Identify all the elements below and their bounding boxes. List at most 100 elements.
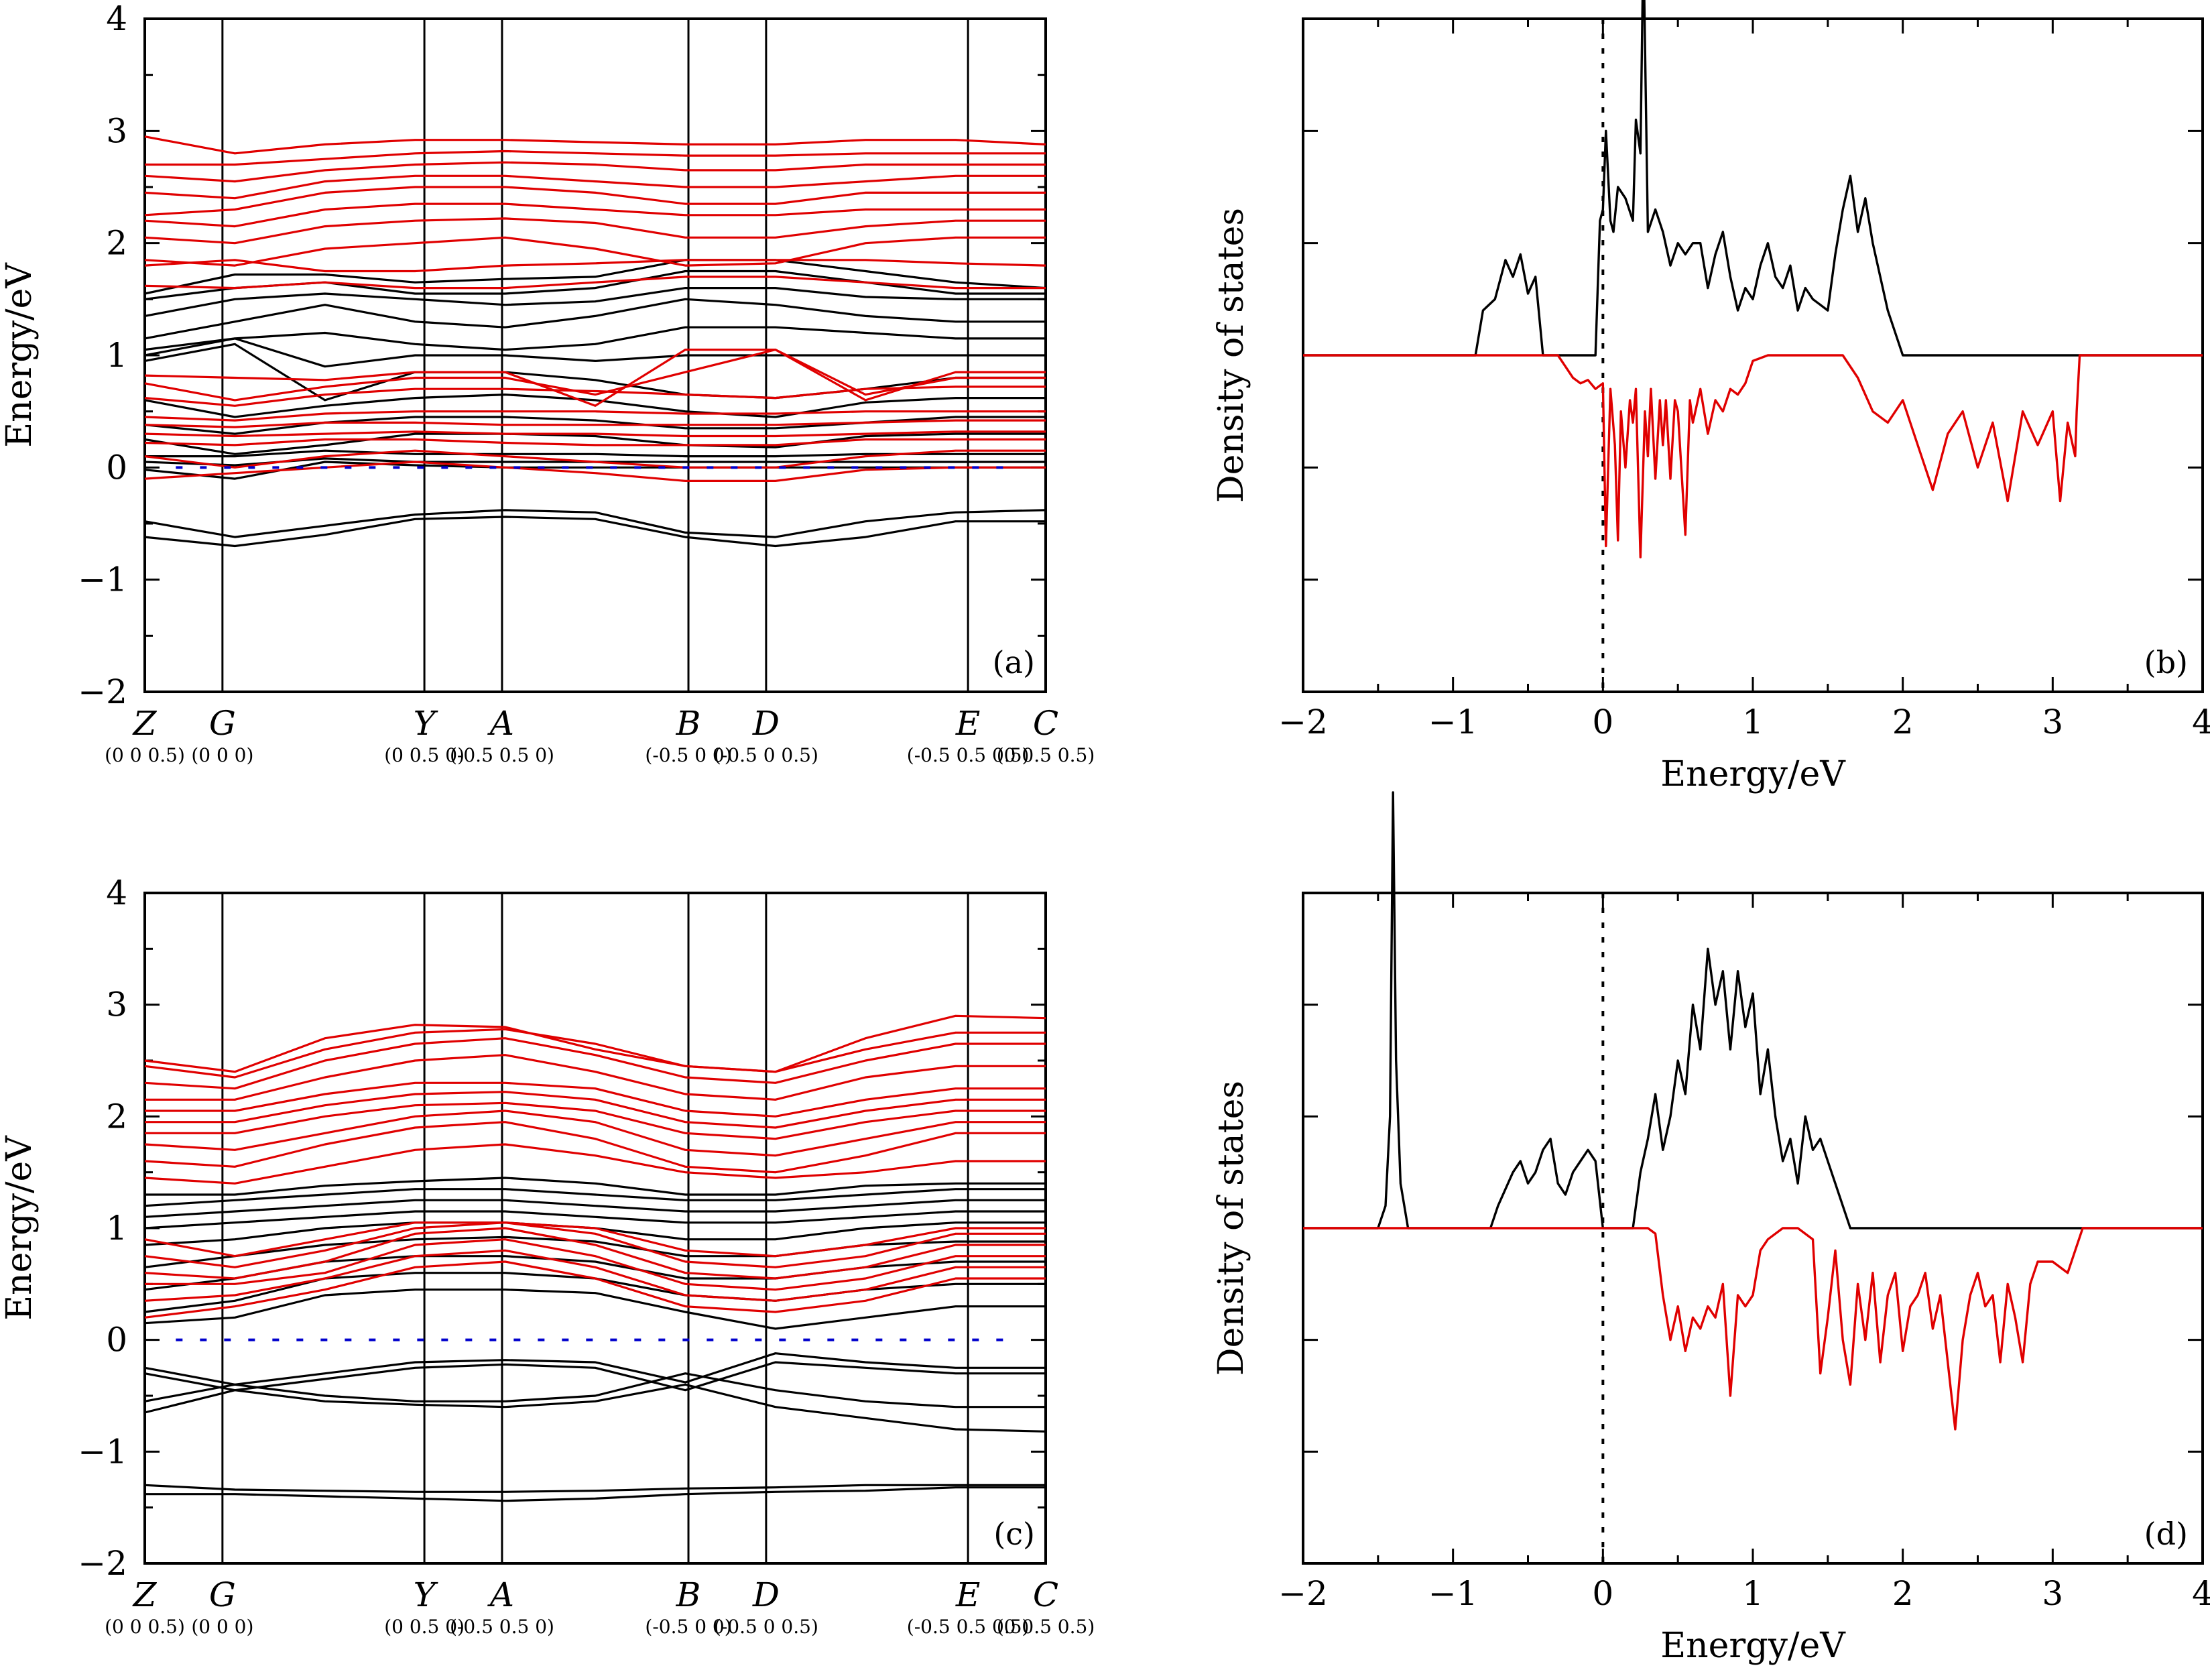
x-tick-label: −1 [1428,1574,1478,1613]
kpoint-label: A [487,1575,514,1614]
y-tick-label: −2 [78,1544,127,1583]
kpoint-coord: (0 0 0.5) [105,1616,185,1638]
y-tick-label: 0 [106,448,127,487]
y-axis-label: Density of states [1211,1081,1251,1376]
spin-up-band [144,217,1046,245]
spin-up-band [144,1227,1046,1280]
kpoint-label: B [676,1575,701,1614]
kpoint-label: B [676,704,701,743]
kpoint-coord: (-0.5 0 0) [645,1616,731,1638]
y-tick-label: 4 [106,874,127,912]
x-tick-label: 1 [1742,1574,1764,1613]
kpoint-label: Z [132,704,158,743]
kpoint-label: Y [414,704,438,743]
y-tick-label: 0 [106,1321,127,1360]
spin-up-band [144,186,1046,217]
kpoint-label: E [955,704,981,743]
kpoint-coord: (-0.5 0 0) [645,744,731,766]
spin-up-band [144,1121,1046,1174]
spin-down-band [144,1255,1046,1291]
kpoint-coord: (-0.5 0.5 0) [450,1616,554,1638]
spin-down-band [144,393,1046,418]
spin-down-band [144,509,1046,538]
spin-up-band [144,449,1046,469]
spin-down-band [144,1288,1046,1330]
x-tick-label: 0 [1592,703,1613,741]
kpoint-coord: (0 0 0) [191,1616,253,1638]
y-tick-label: −1 [78,560,127,599]
spin-up-band [144,1221,1046,1258]
spin-up-band [144,1143,1046,1185]
spin-up-band [144,1249,1046,1302]
y-tick-label: 1 [106,1209,127,1248]
kpoint-coord: (0 0.5 0.5) [997,744,1095,766]
y-axis-label: Density of states [1211,208,1251,503]
kpoint-label: C [1033,704,1058,743]
spin-up-band [144,135,1046,155]
spin-down-band [144,461,1046,480]
kpoint-coord: (-0.5 0.5 0.5) [907,1616,1030,1638]
spin-down-band [144,416,1046,435]
y-tick-label: 1 [106,336,127,375]
x-tick-label: 4 [2192,703,2210,741]
panel-label: (b) [2144,644,2188,680]
x-tick-label: 2 [1892,1574,1914,1613]
y-tick-label: −2 [78,672,127,711]
spin-up-band [144,1028,1046,1079]
spin-down-band [144,1484,1046,1493]
spin-down-band [144,1188,1046,1207]
spin-up-band [144,1221,1046,1268]
kpoint-label: E [955,1575,981,1614]
kpoint-label: D [752,1575,780,1614]
y-tick-label: 3 [106,985,127,1024]
x-tick-label: 2 [1892,703,1914,741]
x-tick-label: −2 [1278,1574,1328,1613]
panel-label: (c) [993,1516,1035,1552]
spin-up-band [144,1037,1046,1090]
kpoint-coord: (-0.5 0.5 0) [450,744,554,766]
spin-down-band [144,1352,1046,1386]
panel-label: (a) [993,644,1035,680]
kpoint-coord: (0 0.5 0) [384,744,465,766]
spin-up-band [145,1238,1046,1291]
spin-down-band [144,343,1046,402]
spin-up-band [144,348,1046,402]
kpoint-coord: (0 0 0.5) [105,744,185,766]
spin-down-band [144,516,1046,548]
spin-down-band [144,1372,1046,1408]
x-tick-label: 0 [1592,1574,1613,1613]
spin-down-band [144,287,1046,317]
x-tick-label: −1 [1428,703,1478,741]
spin-up-band [144,461,1046,483]
spin-down-dos-curve [1303,791,2203,1229]
x-tick-label: 4 [2192,1574,2210,1613]
kpoint-coord: (0 0.5 0.5) [997,1616,1095,1638]
y-tick-label: −1 [78,1432,127,1471]
spin-up-band [145,149,1046,166]
spin-down-band [144,337,1046,368]
spin-up-band [145,1091,1046,1129]
spin-up-band [144,161,1046,183]
spin-up-band [144,276,1046,290]
y-tick-label: 3 [106,111,127,150]
spin-down-band [144,1236,1046,1268]
panel-b-density-of-states: −2 −1 0 1 2 3 4 Energy/eV Density of states (b) [1211,0,2210,794]
kpoint-coord: (-0.5 0 0.5) [714,1616,818,1638]
kpoint-label: Y [414,1575,438,1614]
spin-up-band [144,174,1046,200]
kpoint-coord: (-0.5 0.5 0.5) [907,744,1030,766]
panel-d-density-of-states: −2 −1 0 1 2 3 4 Energy/eV Density of states (d) [1211,791,2210,1666]
x-axis-label: Energy/eV [1660,1626,1846,1666]
spin-up-band [144,236,1046,267]
spin-down-band [145,1486,1046,1502]
kpoint-label: C [1033,1575,1058,1614]
kpoint-label: G [209,1575,236,1614]
spin-up-band [144,385,1046,407]
kpoint-coord: (-0.5 0 0.5) [714,744,818,766]
kpoint-label: G [209,704,236,743]
x-tick-label: 3 [2042,703,2063,741]
spin-up-band [144,259,1046,273]
